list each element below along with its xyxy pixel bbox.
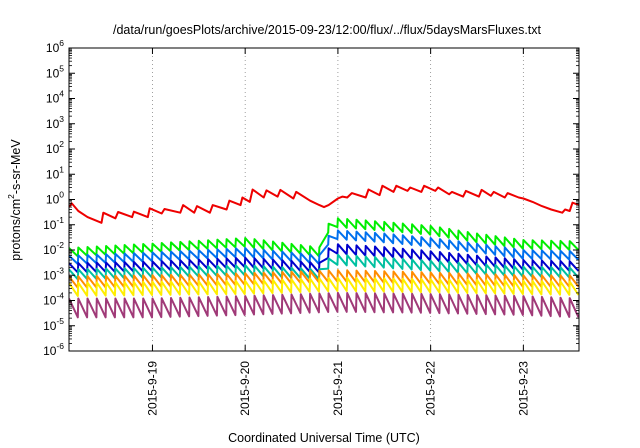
y-tick-label: 10-5 — [43, 316, 64, 333]
plot-series — [69, 184, 579, 319]
series-line-3 — [69, 243, 579, 274]
x-tick-label: 2015-9-21 — [331, 361, 345, 416]
y-tick-label: 10-1 — [43, 215, 64, 232]
y-tick-label: 102 — [46, 139, 64, 156]
y-tick-label: 10-6 — [43, 341, 64, 358]
y-tick-label: 10-3 — [43, 265, 64, 282]
y-axis: 10-6 10-5 10-4 10-3 10-2 10-1 100 101 102 103 104 1… — [43, 38, 579, 358]
series-line-7 — [69, 291, 579, 319]
x-tick-label: 2015-9-20 — [238, 361, 252, 416]
y-axis-label-superscript: 2 — [6, 194, 16, 199]
series-line-0 — [69, 184, 579, 224]
series-line-1 — [69, 217, 579, 258]
x-tick-label: 2015-9-23 — [516, 361, 530, 416]
y-tick-label: 103 — [46, 114, 64, 131]
x-axis: 2015-9-19 2015-9-20 2015-9-21 2015-9-22 2015… — [145, 48, 530, 416]
y-tick-label: 10-4 — [43, 291, 64, 308]
y-tick-label: 10-2 — [43, 240, 64, 257]
series-line-6 — [69, 276, 579, 297]
y-axis-label-rest: -s-sr-MeV — [9, 139, 23, 195]
x-axis-label: Coordinated Universal Time (UTC) — [228, 431, 420, 445]
y-axis-label-main: protons/cm — [9, 199, 23, 261]
series-line-2 — [69, 229, 579, 265]
y-axis-label: protons/cm2-s-sr-MeV — [6, 139, 23, 261]
y-tick-label: 105 — [46, 63, 64, 80]
series-line-5 — [69, 269, 579, 289]
y-tick-label: 100 — [46, 190, 64, 207]
series-line-4 — [69, 253, 579, 281]
x-tick-label: 2015-9-22 — [424, 361, 438, 416]
chart-title: /data/run/goesPlots/archive/2015-09-23/1… — [113, 23, 542, 37]
y-tick-label: 106 — [46, 38, 64, 55]
y-tick-label: 101 — [46, 164, 64, 181]
x-tick-label: 2015-9-19 — [145, 361, 159, 416]
y-tick-label: 104 — [46, 89, 64, 106]
